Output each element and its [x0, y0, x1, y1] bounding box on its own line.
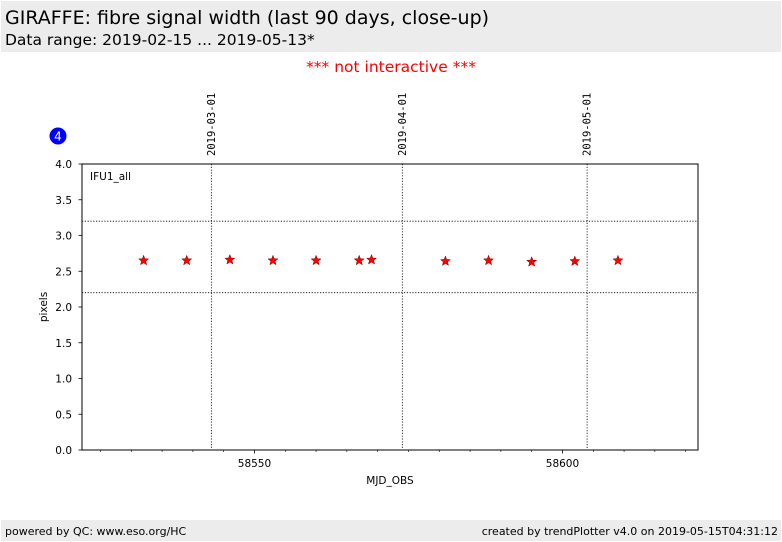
data-point-star — [439, 255, 452, 267]
y-tick-label: 4.0 — [55, 159, 72, 171]
data-points — [137, 253, 624, 267]
x-axis-label: MJD_OBS — [366, 475, 414, 487]
y-tick-label: 1.5 — [55, 338, 72, 350]
y-tick-label: 0.5 — [55, 409, 72, 421]
plot-frame — [81, 163, 699, 451]
data-point-star — [365, 253, 378, 265]
footer-created-by: created by trendPlotter v4.0 on 2019-05-… — [481, 525, 778, 538]
footer-powered-by: powered by QC: www.eso.org/HC — [5, 525, 187, 538]
data-point-star — [137, 254, 150, 266]
footer-band: powered by QC: www.eso.org/HC created by… — [1, 520, 781, 541]
data-point-star — [612, 254, 624, 266]
panel-number-badge — [49, 127, 67, 145]
date-markers: 2019-03-01 2019-04-01 2019-05-01 — [206, 93, 594, 450]
y-tick-label: 2.5 — [55, 266, 72, 278]
date-marker-label: 2019-05-01 — [582, 93, 594, 156]
data-range-subtitle: Data range: 2019-02-15 ... 2019-05-13* — [5, 31, 315, 49]
data-point-star — [310, 254, 322, 266]
not-interactive-notice: *** not interactive *** — [306, 58, 476, 76]
y-axis: 0.0 0.5 1.0 1.5 2.0 2.5 3.0 3.5 4.0 — [55, 159, 82, 457]
header-band: GIRAFFE: fibre signal width (last 90 day… — [1, 1, 781, 52]
data-point-star — [353, 254, 365, 266]
series-label: IFU1_all — [90, 171, 131, 183]
x-tick-label: 58550 — [238, 458, 271, 470]
data-point-star — [482, 254, 495, 266]
data-point-star — [224, 253, 236, 265]
date-marker-label: 2019-03-01 — [206, 93, 218, 156]
y-tick-label: 2.0 — [55, 302, 72, 314]
panel-number-text: 4 — [54, 130, 62, 144]
page-title: GIRAFFE: fibre signal width (last 90 day… — [5, 7, 490, 29]
y-tick-label: 1.0 — [55, 374, 72, 386]
date-marker-label: 2019-04-01 — [397, 93, 409, 156]
data-point-star — [569, 255, 581, 267]
data-point-star — [181, 254, 193, 266]
data-point-star — [526, 256, 538, 267]
y-tick-label: 0.0 — [55, 445, 72, 457]
x-axis: 58550 58600 — [100, 450, 686, 470]
data-point-star — [267, 254, 279, 266]
y-axis-label: pixels — [38, 292, 50, 322]
x-tick-label: 58600 — [546, 458, 579, 470]
y-tick-label: 3.5 — [55, 195, 72, 207]
reference-lines — [82, 220, 698, 294]
y-tick-label: 3.0 — [55, 231, 72, 243]
